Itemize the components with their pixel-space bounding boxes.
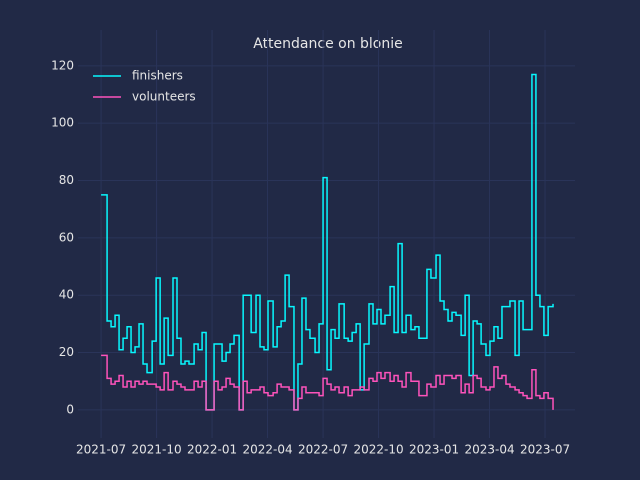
y-tick-label: 20 [59,345,74,359]
x-tick-label: 2022-04 [242,443,292,457]
legend-label: volunteers [132,90,196,104]
y-tick-label: 0 [66,402,74,416]
chart-title: Attendance on blonie [253,36,403,52]
legend-label: finishers [132,69,183,83]
y-tick-label: 40 [59,288,74,302]
x-tick-label: 2023-04 [464,443,514,457]
x-tick-label: 2023-01 [409,443,459,457]
series-line [101,354,554,411]
series-line [101,73,554,411]
x-tick-label: 2023-07 [520,443,570,457]
y-tick-label: 120 [51,58,74,72]
x-tick-label: 2021-07 [76,443,126,457]
x-tick-label: 2021-10 [132,443,182,457]
y-tick-label: 80 [59,173,74,187]
x-tick-label: 2022-01 [187,443,237,457]
y-tick-label: 100 [51,116,74,130]
y-tick-label: 60 [59,230,74,244]
x-tick-label: 2022-10 [353,443,403,457]
x-tick-label: 2022-07 [298,443,348,457]
